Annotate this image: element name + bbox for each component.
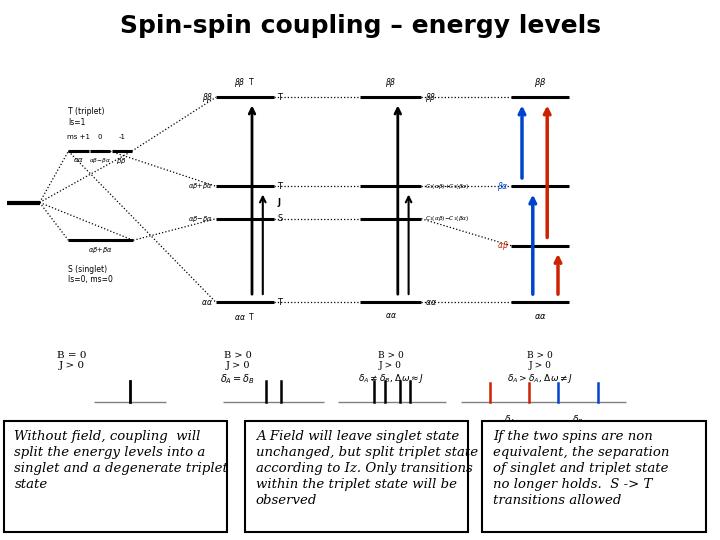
Text: $\beta\beta$: $\beta\beta$ xyxy=(534,76,546,89)
Text: $\alpha\beta{+}\beta\alpha$: $\alpha\beta{+}\beta\alpha$ xyxy=(189,181,213,191)
Text: $C_1(\alpha\beta){-}C_1(\beta\alpha)$: $C_1(\alpha\beta){-}C_1(\beta\alpha)$ xyxy=(425,214,469,223)
Text: T: T xyxy=(277,93,282,102)
Text: $C_1(\alpha\beta){+}C_1(\beta\alpha)$: $C_1(\alpha\beta){+}C_1(\beta\alpha)$ xyxy=(425,182,469,191)
Text: B = 0
J > 0: B = 0 J > 0 xyxy=(58,351,86,370)
Text: $\delta_A$: $\delta_A$ xyxy=(504,413,515,426)
Text: A Field will leave singlet state
unchanged, but split triplet state
according to: A Field will leave singlet state unchang… xyxy=(256,430,478,508)
Text: $\alpha\beta$: $\alpha\beta$ xyxy=(497,239,508,252)
Text: T: T xyxy=(277,298,282,307)
Text: $\beta\beta$: $\beta\beta$ xyxy=(385,76,396,89)
Text: $\alpha\beta{+}\beta\alpha$: $\alpha\beta{+}\beta\alpha$ xyxy=(89,245,113,255)
Text: -1: -1 xyxy=(118,134,125,140)
Text: $\delta_B$: $\delta_B$ xyxy=(572,413,583,426)
Text: $\alpha\beta{-}\beta\alpha$: $\alpha\beta{-}\beta\alpha$ xyxy=(189,214,213,224)
Text: 0: 0 xyxy=(98,134,102,140)
Text: Spin-spin coupling – energy levels: Spin-spin coupling – energy levels xyxy=(120,14,600,37)
Text: Without field, coupling  will
split the energy levels into a
singlet and a degen: Without field, coupling will split the e… xyxy=(14,430,228,491)
Text: $\beta\beta$: $\beta\beta$ xyxy=(117,156,127,166)
Text: S (singlet)
Is=0, ms=0: S (singlet) Is=0, ms=0 xyxy=(68,265,113,284)
Text: T (triplet)
Is=1: T (triplet) Is=1 xyxy=(68,107,105,127)
Text: $\alpha\beta{-}\beta\alpha$: $\alpha\beta{-}\beta\alpha$ xyxy=(89,156,111,165)
Text: $\alpha\alpha$: $\alpha\alpha$ xyxy=(384,310,397,320)
Text: $\alpha\alpha$  T: $\alpha\alpha$ T xyxy=(234,310,256,321)
Text: ms +1: ms +1 xyxy=(67,134,90,140)
Text: T: T xyxy=(277,182,282,191)
Text: $\beta\beta$: $\beta\beta$ xyxy=(425,91,436,104)
Text: $\alpha\alpha$: $\alpha\alpha$ xyxy=(534,312,546,321)
Text: $\beta\beta$: $\beta\beta$ xyxy=(202,91,213,104)
Text: If the two spins are non
equivalent, the separation
of singlet and triplet state: If the two spins are non equivalent, the… xyxy=(493,430,670,508)
Text: $\alpha\alpha$: $\alpha\alpha$ xyxy=(201,298,213,307)
Text: B > 0
J > 0
$\delta_A=\delta_B$: B > 0 J > 0 $\delta_A=\delta_B$ xyxy=(220,351,255,386)
Text: B > 0
J > 0
$\delta_A\neq\delta_B$, $\Delta\omega\approx J$: B > 0 J > 0 $\delta_A\neq\delta_B$, $\De… xyxy=(358,351,423,385)
Text: $\beta\alpha$: $\beta\alpha$ xyxy=(497,180,508,193)
Text: $\alpha\alpha$: $\alpha\alpha$ xyxy=(425,298,437,307)
Text: B > 0
J > 0
$\delta_A>\delta_A$, $\Delta\omega\neq J$: B > 0 J > 0 $\delta_A>\delta_A$, $\Delta… xyxy=(507,351,573,385)
Text: $\alpha\alpha$: $\alpha\alpha$ xyxy=(73,156,84,164)
Text: $\beta\beta$  T: $\beta\beta$ T xyxy=(234,76,256,89)
FancyBboxPatch shape xyxy=(245,421,468,532)
Text: J: J xyxy=(277,198,280,207)
FancyBboxPatch shape xyxy=(4,421,227,532)
FancyBboxPatch shape xyxy=(482,421,706,532)
Text: S: S xyxy=(277,214,282,223)
